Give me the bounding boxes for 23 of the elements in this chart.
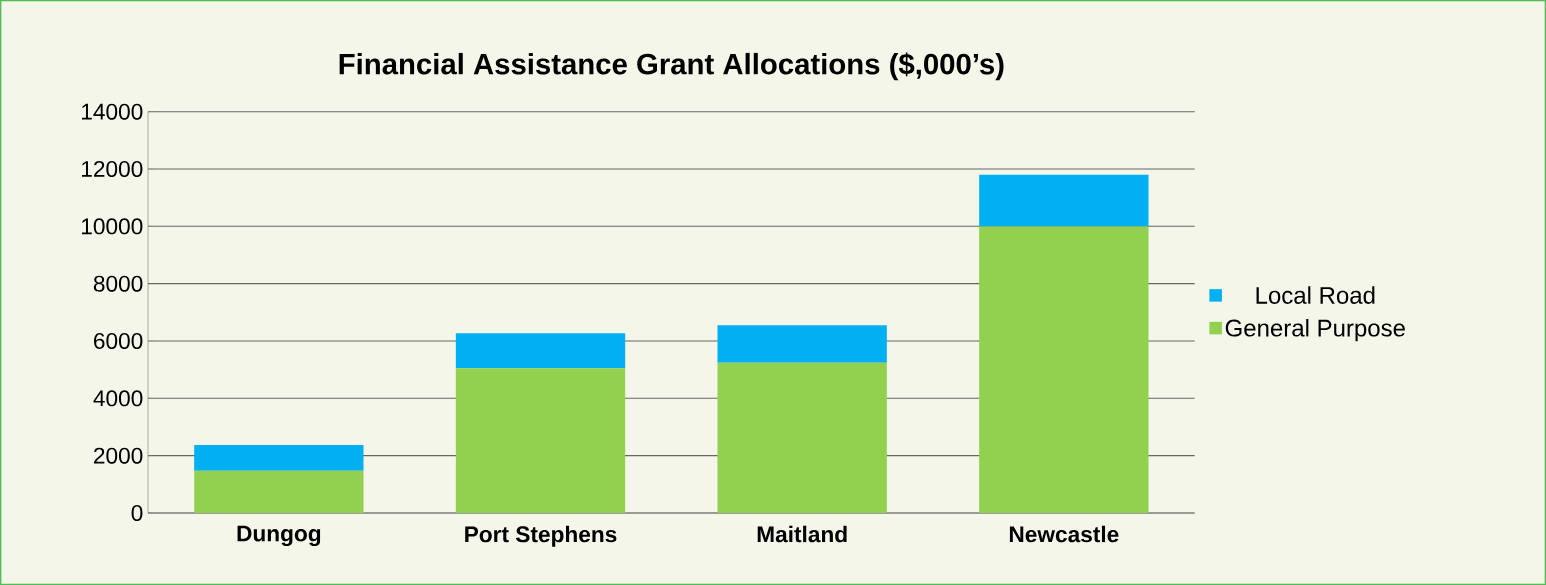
y-tick-label: 2000 <box>94 447 143 464</box>
bar <box>979 174 1149 227</box>
chart-title: Financial Assistance Grant Allocations ($,000’s) <box>339 52 1004 81</box>
y-tick-label: 14000 <box>82 103 143 120</box>
bar <box>455 368 626 513</box>
legend-label: Local Road <box>1256 286 1375 304</box>
y-tick-label: 6000 <box>94 332 143 350</box>
x-tick-label: Newcastle <box>1009 525 1119 543</box>
bar <box>717 362 887 513</box>
y-tick-label: 12000 <box>82 160 143 178</box>
x-tick-label: Maitland <box>757 525 847 543</box>
bar <box>194 470 364 513</box>
x-tick-label: Port Stephens <box>465 525 617 547</box>
bar <box>717 325 887 363</box>
bar <box>194 445 364 471</box>
x-tick-label: Dungog <box>237 525 321 547</box>
legend-label: General Purpose <box>1225 318 1405 342</box>
y-tick-label: 4000 <box>93 390 143 407</box>
y-tick-label: 0 <box>131 504 143 522</box>
bar <box>455 333 626 369</box>
bar <box>979 226 1149 513</box>
y-tick-label: 8000 <box>93 275 143 292</box>
y-tick-label: 10000 <box>82 218 143 235</box>
